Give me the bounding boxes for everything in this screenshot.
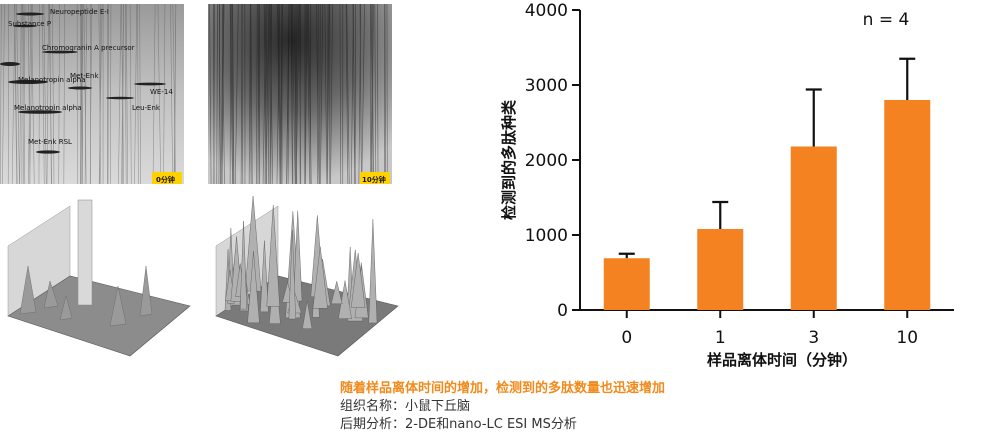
- bar: [884, 100, 930, 310]
- bar: [697, 229, 743, 310]
- gel-image-10min: 10分钟: [208, 4, 392, 184]
- surface-plot-10min: [208, 196, 404, 372]
- caption-headline: 随着样品离体时间的增加，检测到的多肽数量也迅速增加: [340, 377, 665, 396]
- x-tick-label: 10: [896, 328, 918, 348]
- bar: [604, 258, 650, 310]
- y-tick-label: 0: [557, 301, 568, 321]
- y-tick-label: 2000: [525, 151, 568, 171]
- x-tick-label: 3: [808, 328, 819, 348]
- x-axis: 0 1 3 10: [580, 310, 954, 348]
- y-tick-label: 1000: [525, 226, 568, 246]
- gel-annotation: Neuropeptide E-I: [50, 8, 109, 16]
- gel-annotation: Chromogranin A precursor: [42, 44, 135, 52]
- x-axis-label: 样品离体时间（分钟）: [707, 351, 857, 369]
- x-tick-label: 1: [715, 328, 726, 348]
- y-axis-label: 检测到的多肽种类: [500, 99, 518, 220]
- gel-time-label: 10分钟: [362, 175, 386, 184]
- gel-annotation: Leu-Enk: [132, 104, 161, 112]
- gel-annotation: Met-Enk RSL: [28, 138, 72, 146]
- y-axis: 0 1000 2000 3000 4000: [525, 1, 580, 321]
- gel-annotation: Substance P: [8, 20, 51, 28]
- sample-size-annotation: n = 4: [863, 10, 910, 30]
- x-tick-label: 0: [621, 328, 632, 348]
- caption-analysis: 后期分析：2-DE和nano-LC ESI MS分析: [340, 413, 577, 432]
- gel-time-label: 0分钟: [156, 175, 175, 184]
- gel-image-0min: Neuropeptide E-I Substance P Chromograni…: [0, 4, 184, 184]
- surface-plot-0min: [0, 196, 196, 372]
- gel-annotation: Melanotropin alpha: [18, 76, 86, 84]
- bar-chart: 0 1000 2000 3000 4000 0 1 3 10 n = 4 检测到的多肽种类 样…: [470, 0, 984, 380]
- y-tick-label: 4000: [525, 1, 568, 21]
- gel-annotation: WE-14: [150, 88, 173, 96]
- y-tick-label: 3000: [525, 76, 568, 96]
- caption-tissue: 组织名称：小鼠下丘脑: [340, 395, 470, 414]
- bars: [604, 59, 931, 310]
- bar: [791, 147, 837, 311]
- gel-annotation: Melanotropin alpha: [14, 104, 82, 112]
